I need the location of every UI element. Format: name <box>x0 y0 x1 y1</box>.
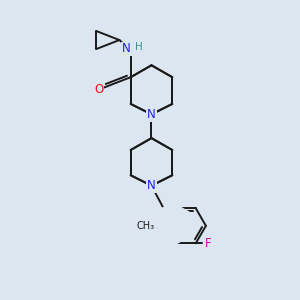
Polygon shape <box>155 204 190 244</box>
Text: CH₃: CH₃ <box>136 221 154 231</box>
Text: N: N <box>147 108 156 121</box>
Text: N: N <box>147 108 156 121</box>
Text: H: H <box>135 43 143 52</box>
Text: N: N <box>122 42 130 56</box>
Text: F: F <box>205 237 211 250</box>
Text: O: O <box>94 82 103 96</box>
Text: F: F <box>205 237 211 250</box>
Text: H: H <box>135 43 143 52</box>
Text: O: O <box>94 82 103 96</box>
Text: N: N <box>147 179 156 192</box>
Text: N: N <box>122 42 130 56</box>
Text: CH₃: CH₃ <box>136 221 154 231</box>
Text: N: N <box>147 179 156 192</box>
